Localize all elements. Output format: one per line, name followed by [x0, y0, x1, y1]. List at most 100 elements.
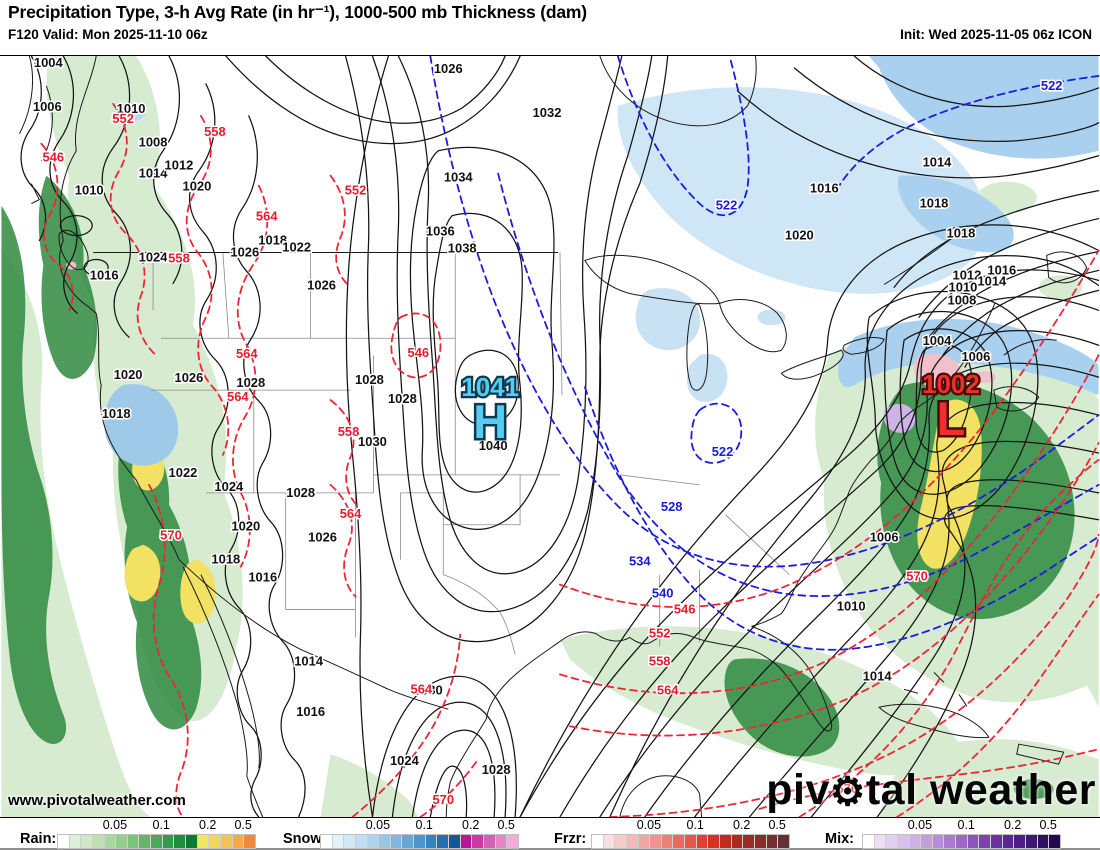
legend-tick: 0.05 — [102, 818, 128, 832]
isobar-label: 1012 — [165, 158, 194, 173]
legend-color-cell — [766, 835, 778, 848]
legend-color-cell — [1002, 835, 1014, 848]
isobar-label: 1016 — [987, 262, 1016, 277]
thickness-label: 552 — [649, 625, 671, 640]
watermark-url: www.pivotalweather.com — [8, 792, 186, 809]
thickness-label: 558 — [338, 424, 360, 439]
isobar-label: 1010 — [837, 599, 866, 614]
legend-color-cell — [81, 835, 92, 848]
legend-color-cell — [390, 835, 402, 848]
legend-color-cell — [1014, 835, 1025, 848]
isobar-label: 1026 — [307, 277, 336, 292]
isobar-label: 1032 — [533, 105, 562, 120]
legend-tick: 0.5 — [1039, 818, 1057, 832]
isobar-label: 1008 — [948, 292, 977, 307]
legend-color-cell — [367, 835, 379, 848]
legend-tick: 0.2 — [199, 818, 217, 832]
legend-color-cell — [708, 835, 720, 848]
thickness-label: 522 — [712, 444, 734, 459]
legend-color-cell — [402, 835, 414, 848]
legend-color-cell — [174, 835, 186, 848]
legend-color-cell — [638, 835, 650, 848]
isobar-label: 1016 — [810, 181, 839, 196]
isobar-label: 1014 — [139, 166, 169, 181]
legend-color-cell — [921, 835, 932, 848]
isobar-label: 1004 — [923, 333, 953, 348]
legend-label: Snow: — [283, 831, 327, 847]
isobar-label: 1014 — [977, 273, 1007, 288]
legend-tick: 0.2 — [733, 818, 751, 832]
thickness-label: 558 — [204, 124, 226, 139]
isobar-label: 1006 — [961, 349, 990, 364]
thickness-label: 576 — [836, 781, 858, 796]
isobar-label: 1014 — [923, 155, 953, 170]
legend-color-cell — [92, 835, 104, 848]
legend-color-cell — [483, 835, 495, 848]
thickness-label: 564 — [227, 389, 249, 404]
thickness-label: 564 — [657, 682, 679, 697]
legend-tick: 0.5 — [234, 818, 252, 832]
thickness-label: 570 — [160, 528, 182, 543]
legend-color-cell — [778, 835, 789, 848]
isobar-label: 1034 — [444, 170, 474, 185]
legend-tick: 0.5 — [497, 818, 515, 832]
isobar-label: 1018 — [211, 552, 240, 567]
legend-color-cell — [863, 835, 874, 848]
thickness-label: 564 — [256, 209, 278, 224]
pivotal-weather-logo: piv⚙tal weather — [766, 766, 1096, 815]
isobar-label: 1030 — [358, 434, 387, 449]
legend-color-cell — [592, 835, 603, 848]
legend-color-cell — [355, 835, 367, 848]
isobar-label: 1010 — [949, 279, 978, 294]
legend-color-cell — [944, 835, 956, 848]
legend-label: Frzr: — [554, 831, 587, 847]
legend-color-cell — [967, 835, 979, 848]
isobar-label: 1010 — [117, 101, 146, 116]
thickness-label: 534 — [629, 554, 651, 569]
isobars — [20, 55, 1100, 818]
thickness-label: 564 — [411, 681, 433, 696]
legend-color-cell — [720, 835, 731, 848]
legend-color-cell — [661, 835, 673, 848]
pressure-center-value: 1002 — [922, 371, 980, 399]
legend-color-cell — [332, 835, 344, 848]
legend-color-cell — [874, 835, 886, 848]
legend-color-cell — [104, 835, 116, 848]
legend-tick: 0.05 — [365, 818, 391, 832]
isobar-label: 1024 — [214, 479, 244, 494]
legend-color-cell — [603, 835, 615, 848]
legend-tick: 0.1 — [152, 818, 170, 832]
isobar-label: 1022 — [282, 239, 311, 254]
thickness-blue-contours — [429, 55, 1100, 651]
isobar-label: 1028 — [286, 485, 315, 500]
legend-color-cell — [127, 835, 139, 848]
thickness-label: 570 — [432, 792, 454, 807]
isobar-label: 1020 — [231, 519, 260, 534]
forecast-map: 1004 1006 1010 1008 1014 1012 1020 1010 1026 1018… — [0, 53, 1100, 818]
thickness-label: 522 — [716, 198, 738, 213]
legend-color-cell — [162, 835, 174, 848]
thickness-label: 552 — [345, 183, 367, 198]
legend-tick: 0.1 — [415, 818, 433, 832]
legend-color-cell — [116, 835, 127, 848]
isobar-label: 1018 — [258, 233, 287, 248]
isobar-label: 1028 — [355, 372, 384, 387]
legend-color-cell — [673, 835, 685, 848]
legend-color-cell — [186, 835, 197, 848]
legend-color-cell — [932, 835, 944, 848]
legend-color-cell — [507, 835, 518, 848]
thickness-red-contours — [40, 102, 1100, 818]
isobar-label: 1010 — [75, 183, 104, 198]
isobar-label: 1018 — [920, 196, 949, 211]
legend-color-cell — [909, 835, 921, 848]
isobar-label: 1030 — [414, 682, 443, 697]
isobar-label: 1014 — [294, 653, 324, 668]
legend-color-cell — [69, 835, 81, 848]
legend-tick: 0.2 — [1004, 818, 1022, 832]
legend-colorbar — [57, 834, 256, 849]
isobar-label: 1024 — [139, 249, 169, 264]
isobar-label: 1020 — [114, 367, 143, 382]
logo-text-pre: piv — [766, 766, 830, 814]
